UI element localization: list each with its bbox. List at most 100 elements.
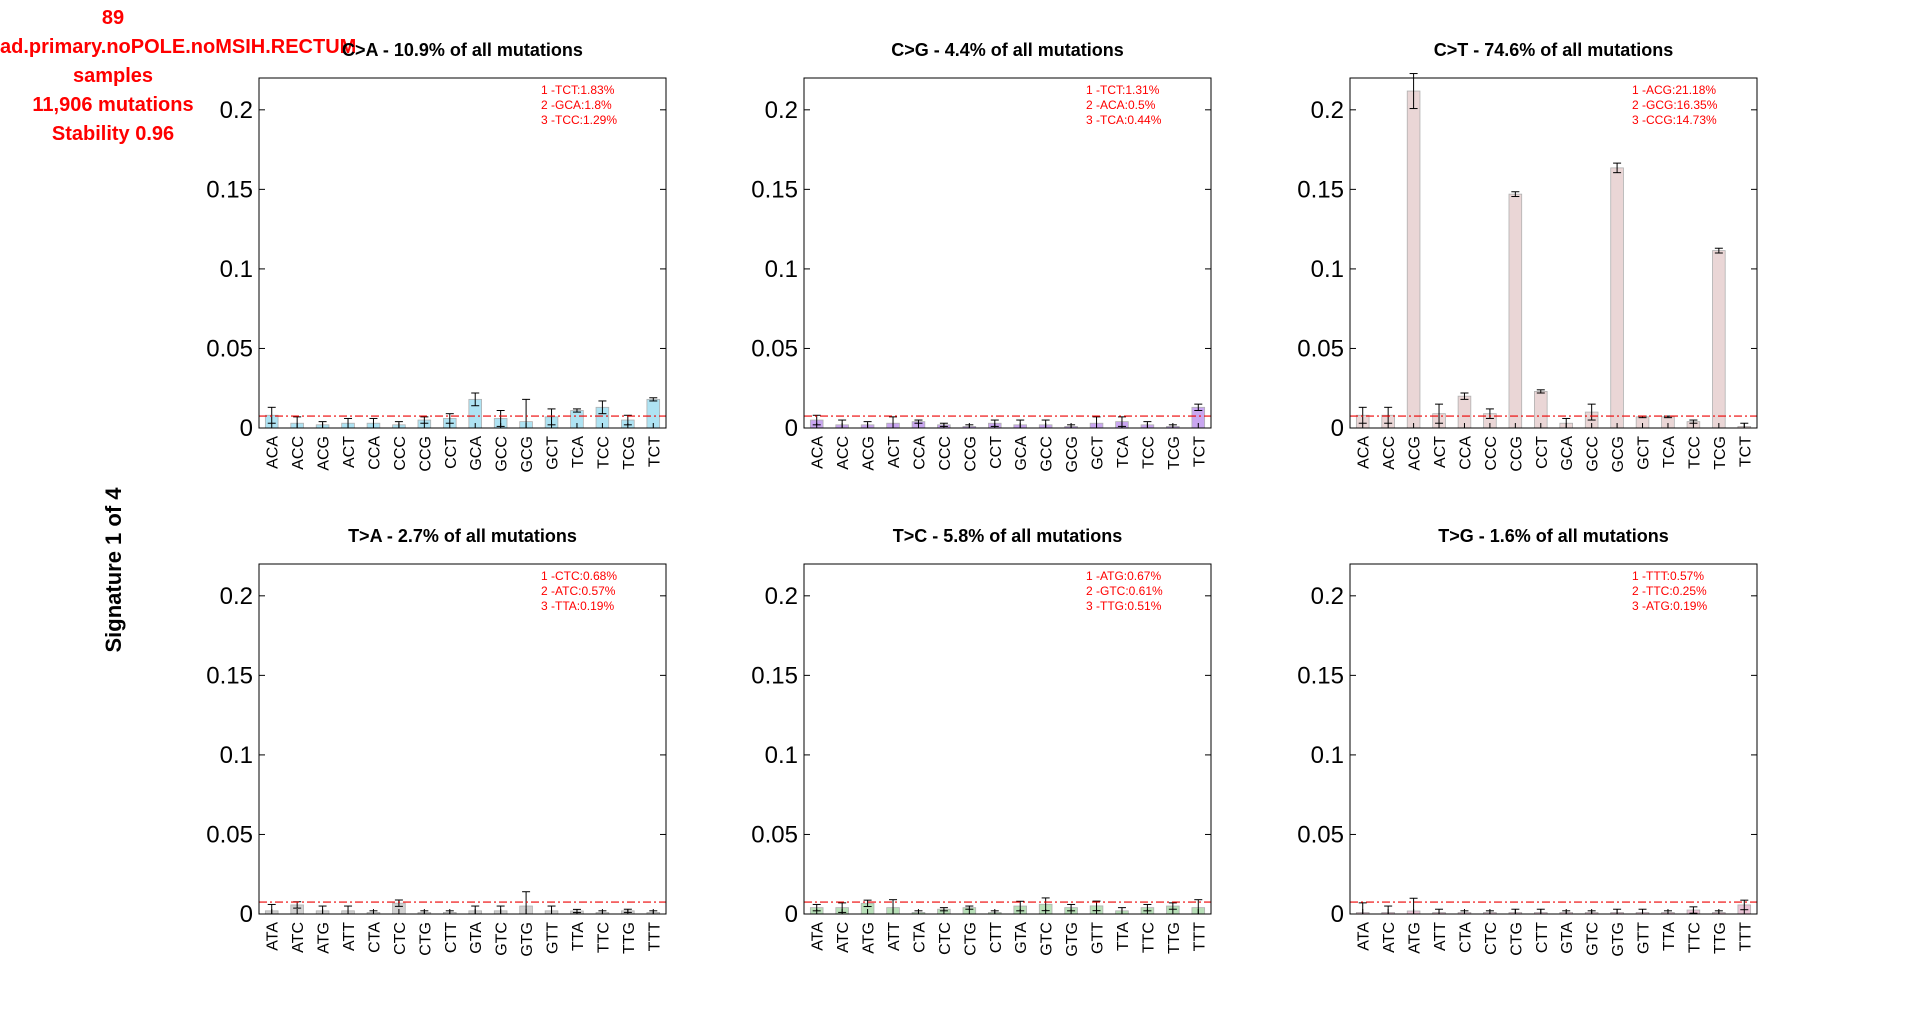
x-tick-label: TCA	[1115, 436, 1132, 468]
x-tick-label: GTT	[1636, 922, 1653, 954]
x-tick-label: ATG	[316, 922, 333, 954]
chart-panel-3: T>A - 2.7% of all mutations ATA ATC ATG ATT C…	[206, 526, 667, 957]
x-tick-label: CCG	[962, 436, 979, 472]
x-tick-label: GCC	[1039, 436, 1056, 472]
y-tick-label: 0.2	[765, 583, 798, 610]
x-tick-label: ATC	[1381, 922, 1398, 953]
x-tick-label: ATG	[1407, 922, 1424, 954]
x-tick-label: GCG	[1610, 436, 1627, 472]
x-tick-label: CCA	[366, 436, 383, 470]
chart-title: C>A - 10.9% of all mutations	[342, 40, 583, 60]
y-tick-label: 0.15	[206, 662, 253, 689]
x-tick-label: TTG	[1712, 922, 1729, 954]
y-tick-label: 0.15	[1297, 662, 1344, 689]
y-tick-label: 0	[1331, 415, 1344, 442]
x-tick-label: ATA	[1356, 922, 1373, 951]
x-tick-label: TTA	[570, 922, 587, 951]
x-tick-label: GCG	[1064, 436, 1081, 472]
header-line-samples: samples	[72, 65, 154, 87]
top-context-annotation: 3 -ATG:0.19%	[1632, 599, 1707, 613]
y-tick-label: 0.15	[1297, 176, 1344, 203]
chart-title: T>A - 2.7% of all mutations	[348, 526, 577, 546]
y-tick-label: 0.1	[1311, 742, 1344, 769]
plot-frame	[1349, 563, 1758, 915]
x-tick-label: CCA	[1457, 436, 1474, 470]
y-tick-label: 0	[1331, 901, 1344, 928]
chart-title: C>T - 74.6% of all mutations	[1434, 40, 1674, 60]
x-tick-label: ACT	[1432, 436, 1449, 468]
y-tick-label: 0.1	[765, 742, 798, 769]
y-tick-label: 0.2	[1311, 583, 1344, 610]
x-tick-label: GCG	[519, 436, 536, 472]
header-line-mutations: 11,906 mutations	[32, 94, 194, 116]
plot-frame	[258, 563, 667, 915]
x-tick-label: GCT	[545, 436, 562, 470]
y-tick-label: 0.15	[751, 176, 798, 203]
y-tick-label: 0	[240, 901, 253, 928]
x-tick-label: CTT	[443, 922, 460, 953]
x-tick-label: TCT	[1191, 436, 1208, 467]
chart-panel-2: C>T - 74.6% of all mutations ACA ACC ACG ACT…	[1297, 40, 1758, 472]
x-tick-label: GCA	[1559, 436, 1576, 471]
x-tick-label: ACC	[1381, 436, 1398, 470]
top-context-annotation: 2 -ATC:0.57%	[541, 584, 616, 598]
x-tick-label: CTC	[1483, 922, 1500, 955]
y-tick-label: 0	[785, 901, 798, 928]
x-tick-label: ACG	[1407, 436, 1424, 471]
top-context-annotation: 3 -TCC:1.29%	[541, 113, 617, 127]
x-tick-label: TTA	[1661, 922, 1678, 951]
x-tick-label: CCT	[988, 436, 1005, 469]
y-tick-label: 0.05	[206, 335, 253, 362]
x-tick-label: CTA	[911, 922, 928, 953]
plot-frame	[803, 77, 1212, 429]
x-tick-label: TCA	[1661, 436, 1678, 468]
y-tick-label: 0.1	[220, 256, 253, 283]
x-tick-label: TCA	[570, 436, 587, 468]
top-context-annotation: 1 -TCT:1.31%	[1086, 83, 1160, 97]
x-tick-label: ATA	[265, 922, 282, 951]
plot-frame	[1349, 77, 1758, 429]
y-tick-label: 0.05	[206, 821, 253, 848]
header-line-stability: Stability 0.96	[51, 123, 175, 145]
x-tick-label: TCG	[1712, 436, 1729, 470]
x-tick-label: ATT	[1432, 922, 1449, 951]
bar-GCG	[1610, 167, 1624, 429]
x-tick-label: CTG	[962, 922, 979, 956]
x-tick-label: CCA	[911, 436, 928, 470]
x-tick-label: TTT	[1191, 922, 1208, 952]
x-tick-label: GCC	[1585, 436, 1602, 472]
x-tick-label: CTG	[1508, 922, 1525, 956]
x-tick-label: CTC	[937, 922, 954, 955]
x-tick-label: TTC	[1140, 922, 1157, 953]
x-tick-label: GTA	[468, 922, 485, 954]
y-tick-label: 0.05	[1297, 335, 1344, 362]
x-tick-label: ATT	[886, 922, 903, 951]
x-tick-label: GTA	[1013, 922, 1030, 954]
y-tick-label: 0.2	[1311, 97, 1344, 124]
top-context-annotation: 1 -TCT:1.83%	[541, 83, 615, 97]
x-tick-label: ACC	[290, 436, 307, 470]
x-tick-label: CTA	[366, 922, 383, 953]
chart-panel-5: T>G - 1.6% of all mutations ATA ATC ATG ATT C…	[1297, 526, 1758, 957]
chart-panel-1: C>G - 4.4% of all mutations ACA ACC ACG ACT C…	[751, 40, 1212, 472]
x-tick-label: TCT	[1737, 436, 1754, 467]
x-tick-label: ATA	[810, 922, 827, 951]
y-tick-label: 0	[240, 415, 253, 442]
x-tick-label: GTG	[1064, 922, 1081, 957]
y-tick-label: 0.2	[220, 97, 253, 124]
x-tick-label: ACT	[886, 436, 903, 468]
x-tick-label: GTT	[545, 922, 562, 954]
top-context-annotation: 2 -TTC:0.25%	[1632, 584, 1707, 598]
top-context-annotation: 1 -ATG:0.67%	[1086, 569, 1161, 583]
x-tick-label: CTA	[1457, 922, 1474, 953]
y-tick-label: 0.05	[751, 335, 798, 362]
x-tick-label: TCC	[595, 436, 612, 469]
header-line-sample-count: 89	[101, 7, 125, 29]
x-tick-label: GTT	[1090, 922, 1107, 954]
x-tick-label: ACA	[810, 436, 827, 469]
top-context-annotation: 1 -CTC:0.68%	[541, 569, 617, 583]
x-tick-label: TCT	[646, 436, 663, 467]
y-tick-label: 0.2	[220, 583, 253, 610]
x-tick-label: ATT	[341, 922, 358, 951]
plot-frame	[803, 563, 1212, 915]
